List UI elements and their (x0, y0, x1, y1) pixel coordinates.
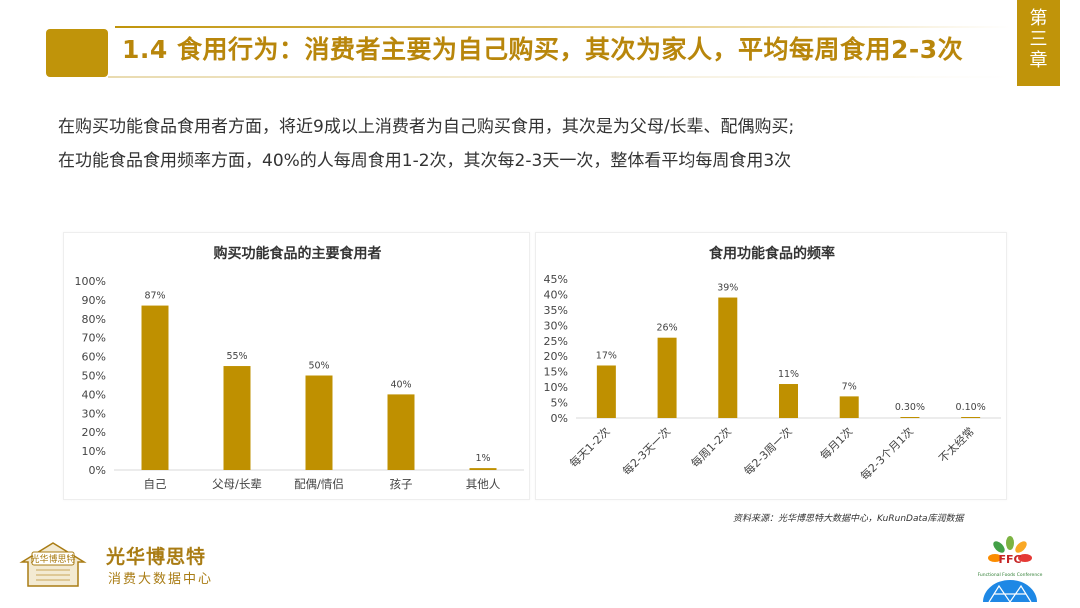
chapter-char: 第 (1029, 8, 1048, 29)
y-tick-label: 35% (544, 304, 568, 317)
data-label: 0.10% (956, 402, 986, 413)
y-tick-label: 70% (82, 332, 106, 345)
x-tick-label: 不太经常 (936, 425, 976, 465)
y-tick-label: 30% (82, 407, 106, 420)
y-tick-label: 40% (82, 388, 106, 401)
x-tick-label: 每月1次 (817, 424, 855, 462)
title-accent-block (46, 29, 108, 77)
ffc-logo-name: FFC (998, 553, 1021, 566)
chart-consumers: 购买功能食品的主要食用者 0% 10% 20% 30% 40% 50% 60% 70% 80% 90… (75, 245, 524, 491)
bar (305, 375, 333, 470)
x-tick-label: 自己 (144, 477, 167, 491)
x-tick-label: 每2-3天一次 (619, 424, 673, 478)
bar (779, 384, 798, 418)
y-tick-label: 30% (544, 319, 568, 332)
bar (900, 417, 920, 418)
y-tick-label: 20% (82, 426, 106, 439)
bar (839, 396, 859, 418)
data-label: 40% (390, 379, 411, 390)
data-label: 50% (308, 361, 329, 372)
chart-panel-frequency: 食用功能食品的频率 0% 5% 10% 15% 20% 25% 30% 35% 40% 45% 17%… (535, 232, 1007, 500)
title-bottom-rule (108, 76, 1010, 78)
data-label: 39% (717, 283, 738, 294)
y-tick-label: 20% (544, 350, 568, 363)
x-tick-label: 孩子 (390, 477, 413, 491)
data-label: 7% (842, 381, 857, 392)
y-tick-label: 10% (544, 381, 568, 394)
title-top-rule (115, 26, 1010, 28)
x-tick-label: 父母/长辈 (212, 477, 262, 491)
x-tick-label: 配偶/情侣 (294, 477, 344, 491)
chapter-char: 章 (1029, 50, 1048, 71)
ffc-logo-icon: FFC Functional Foods Conference (978, 536, 1043, 604)
x-tick-label: 每2-3个月1次 (857, 424, 916, 483)
chart-panel-consumers: 购买功能食品的主要食用者 0% 10% 20% 30% 40% 50% 60% 70% 80% 90… (63, 232, 530, 500)
y-tick-label: 0% (551, 412, 568, 425)
bar (596, 365, 616, 418)
data-label: 87% (144, 291, 165, 302)
y-tick-label: 60% (82, 351, 106, 364)
x-tick-label: 每2-3周一次 (741, 424, 795, 478)
data-label: 26% (657, 323, 678, 334)
x-tick-label: 其他人 (466, 477, 501, 491)
bar (657, 337, 677, 418)
chart-title: 购买功能食品的主要食用者 (214, 245, 382, 262)
data-label: 55% (226, 351, 247, 362)
page-title: 1.4 食用行为：消费者主要为自己购买，其次为家人，平均每周食用2-3次 (122, 35, 964, 64)
description: 在购买功能食品食用者方面，将近9成以上消费者为自己购买食用，其次是为父母/长辈、… (58, 110, 794, 178)
source-note: 资料来源：光华博思特大数据中心，KuRunData库润数据 (733, 514, 964, 524)
bar (387, 394, 415, 470)
y-tick-label: 5% (551, 397, 568, 410)
data-label: 1% (475, 453, 490, 464)
y-tick-label: 25% (544, 335, 568, 348)
y-tick-label: 100% (75, 275, 106, 288)
data-label: 17% (596, 350, 617, 361)
bar (718, 297, 738, 418)
chapter-tab: 第 三 章 (1017, 0, 1060, 86)
company-logo: 光华博思特 光华博思特 消费大数据中心 (18, 540, 248, 595)
chart-frequency: 食用功能食品的频率 0% 5% 10% 15% 20% 25% 30% 35% 40% 45% 17%… (544, 245, 1001, 483)
y-tick-label: 50% (82, 370, 106, 383)
y-tick-label: 90% (82, 294, 106, 307)
ffc-logo-subtitle: Functional Foods Conference (978, 572, 1043, 578)
bar (961, 417, 981, 418)
y-tick-label: 45% (544, 273, 568, 286)
chapter-char: 三 (1029, 29, 1048, 50)
y-tick-label: 15% (544, 366, 568, 379)
bar (469, 468, 497, 470)
data-label: 0.30% (895, 402, 925, 413)
x-tick-label: 每周1-2次 (688, 424, 734, 470)
y-tick-label: 10% (82, 445, 106, 458)
bar (141, 305, 169, 470)
logo-name: 光华博思特 (106, 546, 207, 568)
data-label: 11% (778, 369, 799, 380)
description-line: 在功能食品食用频率方面，40%的人每周食用1-2次，其次每2-3天一次，整体看平… (58, 151, 792, 171)
y-tick-label: 40% (544, 288, 568, 301)
y-tick-label: 0% (89, 464, 106, 477)
logo-subtitle: 消费大数据中心 (108, 572, 214, 587)
x-tick-label: 每天1-2次 (567, 424, 613, 470)
bar (223, 366, 251, 470)
emblem-text: 光华博思特 (30, 553, 75, 565)
chart-title: 食用功能食品的频率 (709, 245, 835, 262)
y-tick-label: 80% (82, 313, 106, 326)
description-line: 在购买功能食品食用者方面，将近9成以上消费者为自己购买食用，其次是为父母/长辈、… (58, 117, 795, 137)
emblem-icon: 光华博思特 (19, 542, 87, 587)
